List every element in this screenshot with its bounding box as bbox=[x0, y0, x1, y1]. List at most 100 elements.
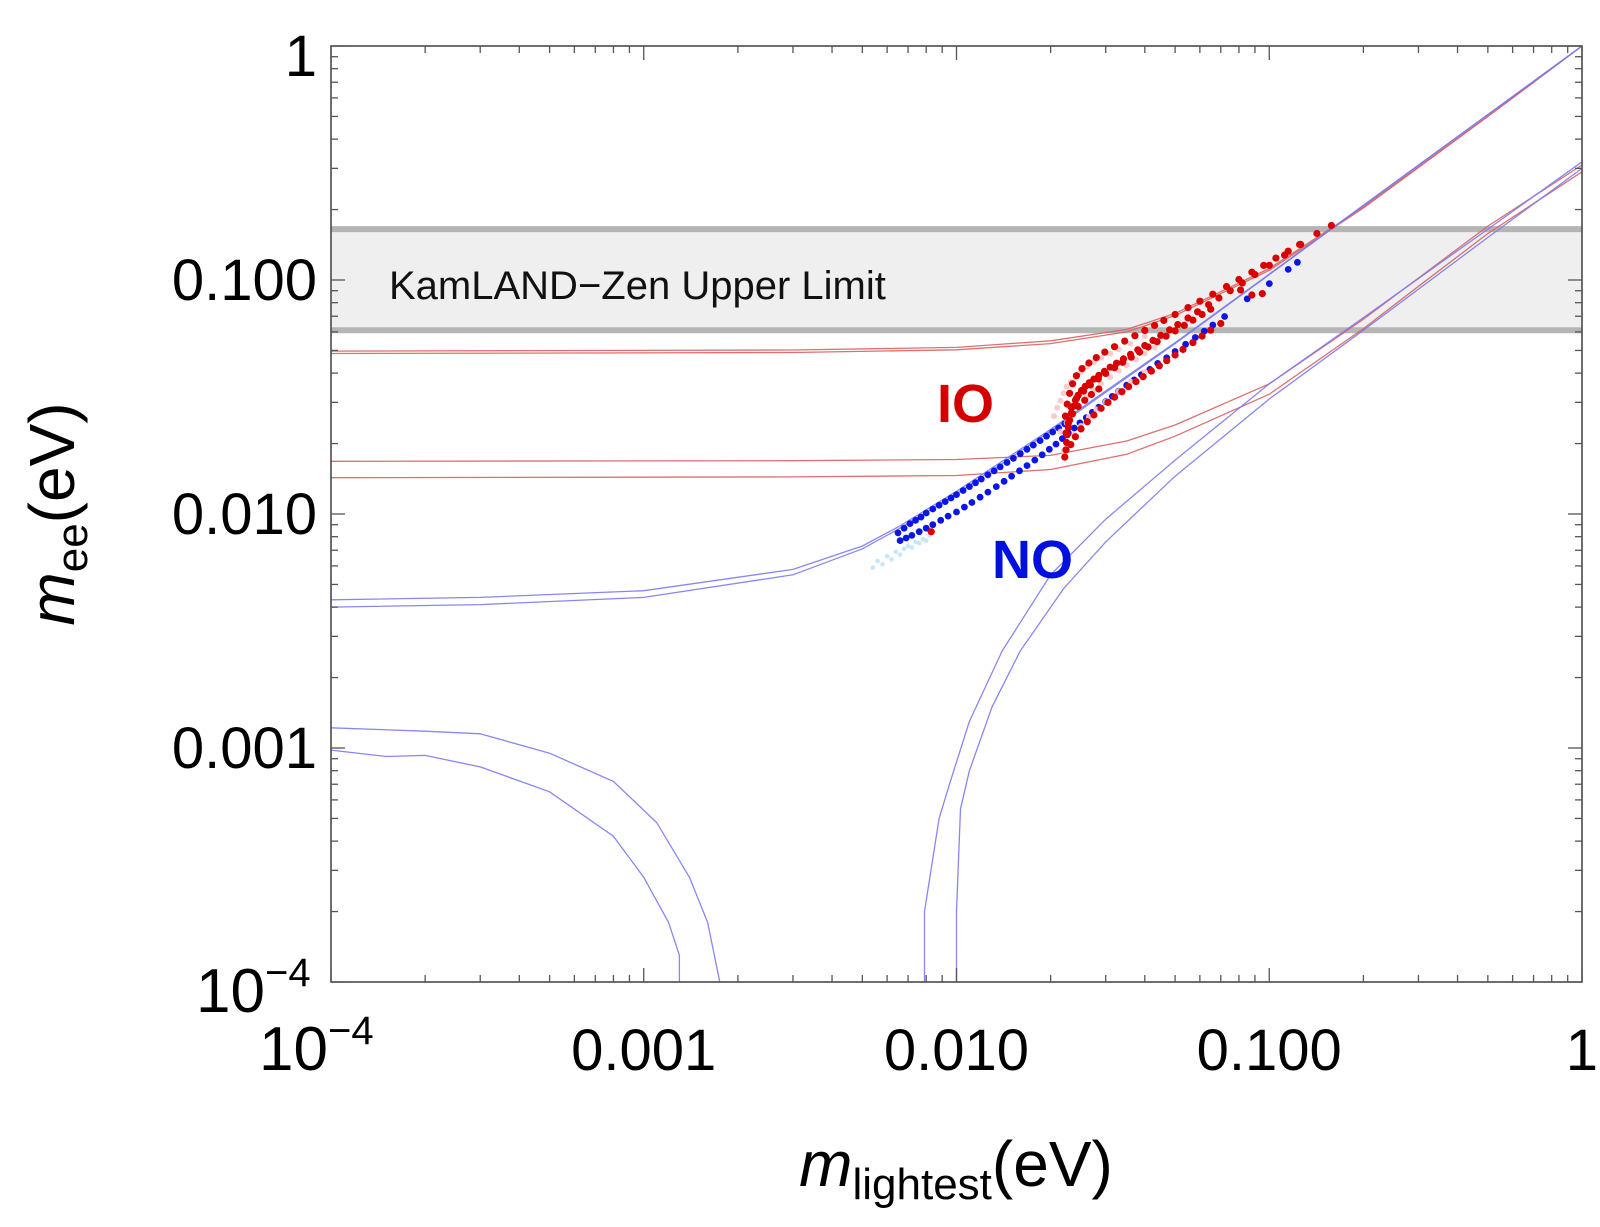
data-point-IO-main-83 bbox=[1284, 247, 1292, 255]
data-point-IO-main-73 bbox=[1160, 316, 1168, 324]
data-point-IO-main-113 bbox=[1237, 286, 1245, 294]
data-point-NO-upper-branch-21 bbox=[1023, 445, 1031, 453]
data-point-IO-faint-13 bbox=[1127, 340, 1134, 347]
data-point-IO-main-36 bbox=[1313, 229, 1321, 238]
data-point-IO-main-90 bbox=[1102, 369, 1110, 377]
x-tick-label-4: 1 bbox=[1566, 1018, 1598, 1083]
series-NO-faint bbox=[870, 533, 932, 570]
data-point-IO-main-38 bbox=[1067, 441, 1075, 449]
data-point-NO-lower-branch-45 bbox=[1265, 280, 1273, 287]
data-point-NO-lower-branch-9 bbox=[961, 503, 968, 511]
data-point-IO-main-84 bbox=[1296, 240, 1304, 249]
data-point-IO-main-51 bbox=[1155, 362, 1163, 370]
data-point-NO-upper-branch-8 bbox=[941, 498, 949, 505]
x-tick-label-2: 0.010 bbox=[884, 1018, 1029, 1083]
x-tick-label-0: 10−4 bbox=[259, 1009, 374, 1084]
data-point-IO-main-106 bbox=[1074, 402, 1082, 411]
band-label: KamLAND−Zen Upper Limit bbox=[389, 264, 886, 308]
data-point-IO-main-70 bbox=[1131, 332, 1139, 340]
data-point-IO-main-99 bbox=[1180, 321, 1188, 329]
data-point-NO-lower-branch-43 bbox=[1221, 313, 1228, 320]
data-point-IO-main-89 bbox=[1094, 375, 1102, 383]
x-axis-title-unit: (eV) bbox=[992, 1128, 1113, 1200]
data-point-IO-faint-0 bbox=[1051, 413, 1057, 420]
data-point-NO-lower-branch-5 bbox=[929, 521, 937, 529]
data-point-IO-main-111 bbox=[1248, 291, 1256, 299]
data-point-NO-upper-branch-3 bbox=[912, 516, 919, 524]
data-point-IO-main-41 bbox=[1083, 418, 1091, 426]
data-point-NO-lower-branch-3 bbox=[915, 528, 923, 536]
data-point-IO-main-105 bbox=[1069, 410, 1077, 418]
data-point-IO-main-69 bbox=[1121, 337, 1129, 345]
data-point-NO-upper-branch-17 bbox=[996, 463, 1004, 471]
data-point-NO-upper-branch-22 bbox=[1029, 441, 1037, 449]
data-point-IO-main-63 bbox=[1072, 372, 1081, 380]
data-point-IO-main-104 bbox=[1064, 419, 1072, 427]
x-axis-title-sub: lightest bbox=[852, 1160, 991, 1209]
data-point-IO-main-65 bbox=[1085, 359, 1093, 367]
contour-IO-lower-outer bbox=[330, 164, 1583, 462]
data-point-IO-main-24 bbox=[1166, 326, 1174, 334]
data-point-NO-upper-branch-18 bbox=[1003, 459, 1011, 466]
data-point-IO-main-42 bbox=[1090, 411, 1098, 419]
contour-IO-lower-inner bbox=[330, 171, 1583, 479]
data-point-NO-upper-branch-11 bbox=[959, 487, 967, 494]
data-point-IO-main-56 bbox=[1198, 332, 1206, 340]
data-point-IO-main-53 bbox=[1171, 351, 1179, 359]
data-point-NO-lower-branch-14 bbox=[1000, 477, 1008, 485]
data-point-IO-main-77 bbox=[1209, 290, 1217, 298]
data-point-NO-upper-branch-5 bbox=[922, 509, 930, 517]
data-point-NO-upper-branch-25 bbox=[1049, 428, 1057, 436]
x-axis-title: mlightest(eV) bbox=[799, 1128, 1113, 1209]
io-label: IO bbox=[937, 374, 994, 434]
data-point-NO-faint-9 bbox=[909, 545, 915, 550]
data-point-IO-main-48 bbox=[1132, 378, 1140, 386]
point-layer bbox=[870, 221, 1335, 570]
data-point-NO-upper-branch-23 bbox=[1036, 437, 1044, 444]
data-point-IO-main-96 bbox=[1153, 338, 1161, 346]
data-point-NO-faint-1 bbox=[875, 558, 880, 564]
data-point-NO-faint-0 bbox=[870, 565, 876, 570]
data-point-IO-main-58 bbox=[1217, 319, 1225, 328]
data-point-NO-lower-branch-4 bbox=[922, 524, 930, 532]
data-point-NO-lower-branch-46 bbox=[1284, 266, 1292, 273]
data-point-NO-upper-branch-9 bbox=[947, 494, 955, 502]
data-point-NO-upper-branch-14 bbox=[977, 475, 985, 483]
data-point-NO-upper-branch-20 bbox=[1016, 450, 1024, 458]
data-point-IO-main-0 bbox=[1061, 453, 1069, 461]
data-point-IO-main-86 bbox=[1072, 394, 1081, 402]
x-tick-label-1: 0.001 bbox=[571, 1018, 716, 1083]
data-point-NO-upper-branch-1 bbox=[900, 524, 908, 532]
data-point-IO-main-59 bbox=[1061, 412, 1069, 420]
data-point-IO-main-112 bbox=[1258, 290, 1266, 298]
data-point-NO-upper-branch-7 bbox=[935, 501, 943, 509]
data-point-NO-upper-branch-12 bbox=[966, 483, 973, 490]
data-point-IO-main-102 bbox=[1207, 305, 1215, 313]
data-point-IO-faint-22 bbox=[1107, 374, 1114, 380]
y-tick-label-0: 10−4 bbox=[196, 951, 311, 1026]
contour-NO-lower-left-outer bbox=[330, 727, 721, 983]
data-point-NO-faint-2 bbox=[880, 561, 885, 567]
data-point-IO-faint-21 bbox=[1098, 380, 1105, 387]
data-point-IO-main-44 bbox=[1104, 398, 1112, 406]
data-point-IO-main-40 bbox=[1077, 425, 1085, 433]
data-point-IO-main-108 bbox=[1087, 390, 1095, 399]
data-point-NO-upper-branch-16 bbox=[990, 467, 998, 475]
data-point-NO-faint-10 bbox=[913, 539, 918, 545]
data-point-IO-main-97 bbox=[1162, 332, 1170, 340]
x-tick-label-base-0: 10 bbox=[259, 1015, 328, 1084]
data-point-IO-main-88 bbox=[1086, 381, 1094, 389]
data-point-IO-main-110 bbox=[927, 528, 935, 536]
data-point-NO-faint-7 bbox=[901, 546, 907, 552]
data-point-NO-lower-branch-16 bbox=[1016, 467, 1023, 475]
data-point-IO-main-66 bbox=[1092, 354, 1100, 362]
y-axis-title-unit: (eV) bbox=[16, 402, 88, 523]
tick-layer bbox=[330, 45, 1583, 983]
data-point-IO-main-23 bbox=[1157, 331, 1165, 339]
data-point-NO-faint-5 bbox=[893, 549, 899, 554]
data-point-NO-upper-branch-24 bbox=[1043, 432, 1050, 440]
data-point-IO-main-39 bbox=[1071, 433, 1079, 441]
